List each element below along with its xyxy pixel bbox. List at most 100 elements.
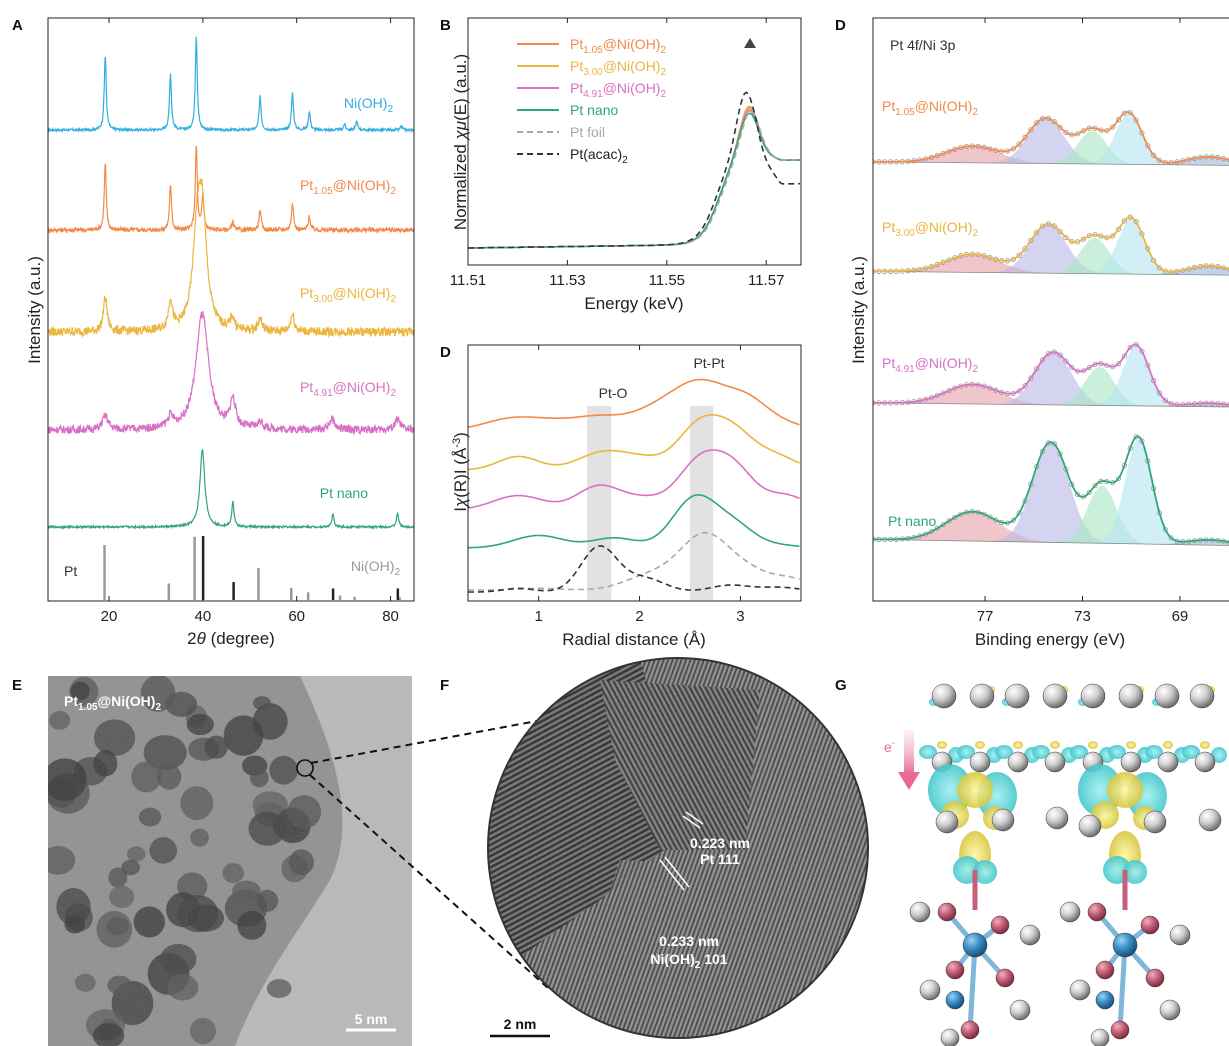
fringe-marker-pt: [682, 815, 701, 829]
xps-datapoint: [1016, 141, 1022, 147]
shell-band: [587, 406, 612, 600]
charge-lobe: [995, 745, 1013, 759]
charge-lobe: [919, 745, 937, 759]
panel-label-g: G: [835, 677, 847, 694]
xps-datapoint: [1028, 375, 1034, 381]
axis-b-xlabel: Energy (keV): [584, 294, 683, 313]
x-tick-label: 60: [288, 608, 305, 625]
xps-component-1: [873, 224, 1229, 276]
xps-component-0: [873, 384, 1229, 407]
xps-baseline: [873, 538, 1229, 546]
xps-component-3: [873, 346, 1229, 407]
axis-d-ylabel: Intensity (a.u.): [849, 256, 868, 364]
panel-label-d: D: [835, 17, 846, 34]
charge-lobe: [1182, 745, 1200, 759]
atom: [969, 683, 995, 709]
xps-datapoint: [1016, 388, 1022, 394]
electron-arrow-shaft: [904, 730, 914, 774]
charge-lobe: [1123, 860, 1147, 884]
atom: [935, 810, 959, 834]
xps-datapoint: [1034, 366, 1040, 372]
xps-component-4: [873, 156, 1229, 166]
charge-lobe: [957, 772, 993, 808]
label-d-pt300: Pt3.00@Ni(OH)2: [882, 219, 978, 239]
label-g-electron: e-: [884, 738, 895, 755]
label-c-ptpt: Pt-Pt: [693, 355, 724, 371]
xrd-line-1: [48, 145, 414, 235]
x-tick-label: 11.57: [748, 272, 784, 289]
fringe-marker-pt-2: [685, 811, 704, 825]
charge-lobe: [1070, 745, 1088, 759]
xps-datapoint: [1151, 257, 1157, 263]
xps-datapoint: [1127, 344, 1133, 351]
xps-datapoint: [1039, 223, 1046, 229]
x-tick-label: 73: [1074, 608, 1091, 625]
x-tick-label: 11.51: [450, 272, 486, 289]
xps-datapoint: [1156, 157, 1163, 163]
xps-datapoint: [928, 528, 935, 535]
xps-datapoint: [1010, 146, 1016, 152]
hrtem-circle-border: [487, 657, 869, 1039]
exafs-line-3: [468, 493, 800, 549]
atom: [991, 808, 1015, 832]
atom: [1120, 751, 1142, 773]
xps-datapoint: [1051, 223, 1057, 229]
xps-datapoint: [1063, 129, 1069, 136]
xps-datapoint: [1039, 357, 1046, 363]
atom: [1157, 751, 1179, 773]
atom: [909, 901, 931, 923]
xps-datapoint: [1121, 353, 1127, 359]
charge-lobe: [975, 741, 985, 749]
atom: [1112, 932, 1138, 958]
x-tick-label: 11.53: [549, 272, 585, 289]
label-d-pt491: Pt4.91@Ni(OH)2: [882, 355, 978, 375]
axis-d-xlabel: Binding energy (eV): [975, 630, 1125, 649]
legend-label: Pt nano: [570, 102, 618, 118]
xps-datapoint: [1022, 383, 1028, 389]
axis-c-xlabel: Radial distance (Å): [562, 630, 706, 649]
panel-d-frame: [872, 17, 1229, 602]
xps-envelope-1: [873, 216, 1229, 273]
scalebar-e-label: 5 nm: [355, 1011, 388, 1027]
xps-datapoint: [1145, 143, 1151, 149]
charge-lobe: [1211, 747, 1227, 763]
xanes-line-5: [468, 91, 800, 249]
atom: [1189, 683, 1215, 709]
charge-lobe: [1107, 772, 1143, 808]
title-d: Pt 4f/Ni 3p: [890, 37, 956, 53]
label-a-pt105: Pt1.05@Ni(OH)2: [300, 177, 396, 197]
xps-datapoint: [1115, 361, 1122, 367]
atom: [1198, 808, 1222, 832]
xps-datapoint: [1133, 219, 1139, 225]
atom: [1045, 806, 1069, 830]
exafs-line-4: [468, 531, 800, 591]
xps-baseline: [873, 161, 1229, 166]
legend-b: Pt1.05@Ni(OH)2Pt3.00@Ni(OH)2Pt4.91@Ni(OH…: [517, 36, 666, 166]
fringe-marker-ni: [659, 859, 685, 891]
label-c-pto: Pt-O: [599, 385, 628, 401]
xps-datapoint: [1080, 128, 1087, 134]
atom: [1194, 751, 1216, 773]
atom: [945, 960, 965, 980]
panel-label-b: B: [440, 17, 451, 34]
panel-c-frame: [467, 344, 802, 602]
xps-datapoint: [934, 525, 940, 531]
xps-datapoint: [1115, 226, 1122, 232]
exafs-line-2: [468, 449, 800, 509]
label-f-d2b: Ni(OH)2 101: [650, 951, 727, 971]
panel-label-f: F: [440, 677, 449, 694]
xps-datapoint: [946, 518, 952, 524]
xps-component-4: [873, 265, 1229, 276]
xps-component-1: [873, 442, 1229, 546]
panel-f-hrtem: 0.223 nm Pt 111 0.233 nm Ni(OH)2 101 2 n…: [487, 657, 869, 1039]
xps-datapoint: [1022, 246, 1028, 252]
atom: [1090, 1028, 1110, 1046]
xps-datapoint: [1063, 358, 1069, 364]
atom: [1169, 924, 1191, 946]
panel-label-e: E: [12, 677, 22, 694]
xps-datapoint: [1010, 517, 1016, 523]
electron-arrow-head: [898, 772, 920, 790]
bond: [1117, 944, 1128, 1031]
x-tick-label: 11.55: [649, 272, 685, 289]
